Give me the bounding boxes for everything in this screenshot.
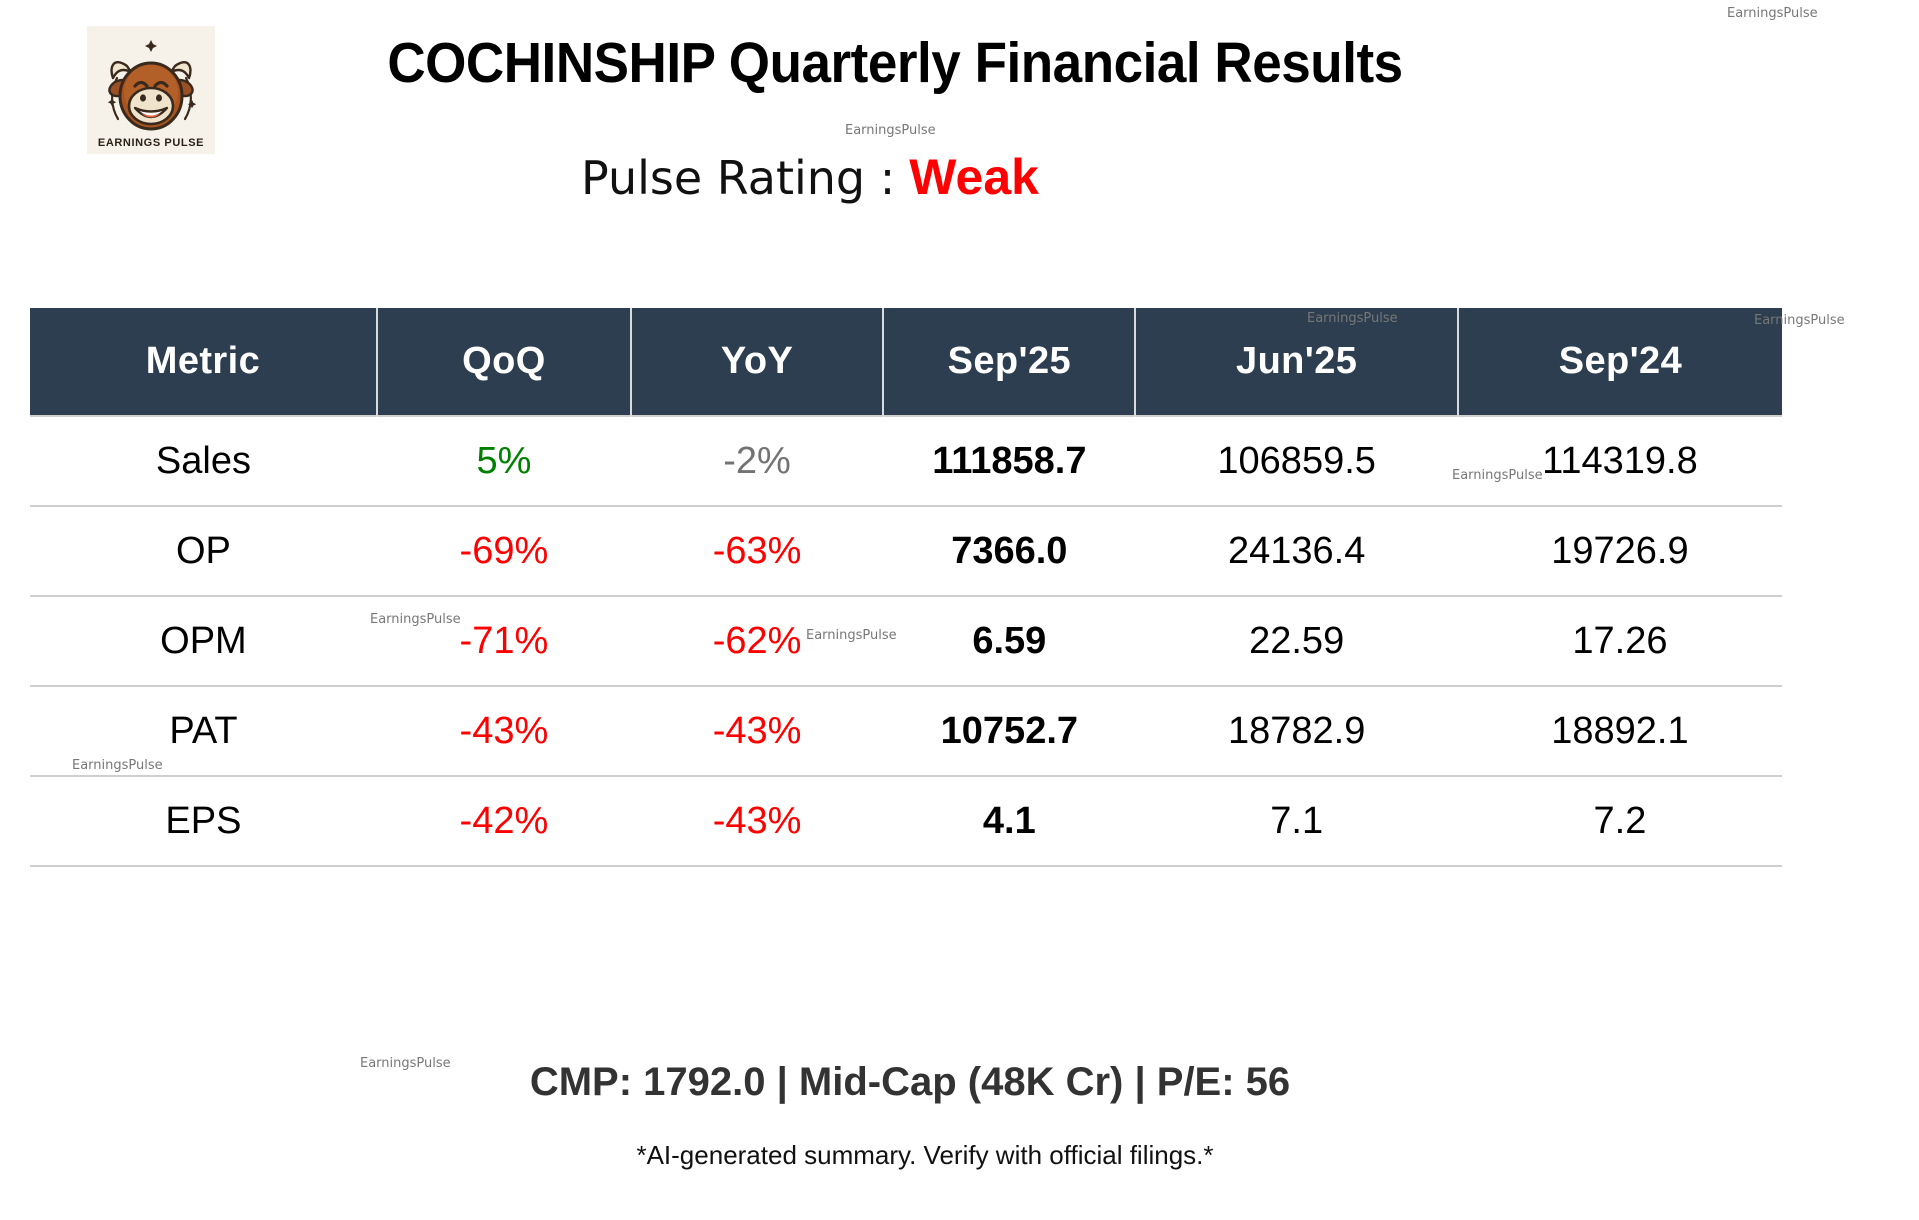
row-qoq-value: 5%	[376, 415, 631, 507]
row-prev-year-value: 17.26	[1457, 596, 1782, 687]
row-prev-quarter-value: 7.1	[1135, 776, 1458, 867]
pulse-rating-label: Pulse Rating :	[581, 151, 896, 205]
row-current-value: 111858.7	[883, 415, 1136, 507]
cmp-summary-line: CMP: 1792.0 | Mid-Cap (48K Cr) | P/E: 56	[529, 1060, 1291, 1104]
row-yoy-value: -43%	[630, 686, 884, 777]
row-prev-year-value: 18892.1	[1457, 686, 1782, 777]
row-prev-year-value: 19726.9	[1457, 506, 1782, 597]
bull-mascot-icon: EARNINGS PULSE	[87, 26, 215, 154]
disclaimer-text: *AI-generated summary. Verify with offic…	[636, 1140, 1214, 1170]
row-prev-quarter-value: 22.59	[1135, 596, 1458, 687]
table-row: OPM -71% -62% 6.59 22.59 17.26	[30, 596, 1782, 687]
row-current-value: 10752.7	[883, 686, 1136, 777]
column-header-qoq: QoQ	[376, 308, 632, 416]
table-row: PAT -43% -43% 10752.7 18782.9 18892.1	[30, 686, 1782, 777]
row-yoy-value: -62%	[630, 596, 884, 687]
row-metric-name: Sales	[30, 415, 377, 507]
watermark: EarningsPulse	[1727, 6, 1818, 21]
row-qoq-value: -43%	[376, 686, 631, 777]
row-metric-name: OP	[30, 506, 377, 597]
row-qoq-value: -42%	[376, 776, 631, 867]
column-header-sep25: Sep'25	[883, 308, 1137, 416]
pulse-rating: Pulse Rating : Weak	[0, 148, 1620, 206]
row-current-value: 4.1	[883, 776, 1136, 867]
row-yoy-value: -2%	[630, 415, 884, 507]
row-current-value: 7366.0	[883, 506, 1136, 597]
row-current-value: 6.59	[883, 596, 1136, 687]
table-row: EPS -42% -43% 4.1 7.1 7.2	[30, 776, 1782, 867]
row-prev-year-value: 114319.8	[1457, 415, 1782, 507]
table-row: Sales 5% -2% 111858.7 106859.5 114319.8	[30, 415, 1782, 507]
row-prev-quarter-value: 18782.9	[1135, 686, 1458, 777]
pulse-rating-value: Weak	[909, 149, 1039, 205]
column-header-jun25: Jun'25	[1135, 308, 1459, 416]
row-qoq-value: -71%	[376, 596, 631, 687]
table-row: OP -69% -63% 7366.0 24136.4 19726.9	[30, 506, 1782, 597]
row-metric-name: OPM	[30, 596, 377, 687]
page-title: COCHINSHIP Quarterly Financial Results	[387, 31, 1403, 95]
row-prev-quarter-value: 106859.5	[1135, 415, 1458, 507]
row-yoy-value: -43%	[630, 776, 884, 867]
row-prev-year-value: 7.2	[1457, 776, 1782, 867]
column-header-sep24: Sep'24	[1457, 308, 1782, 416]
watermark: EarningsPulse	[845, 123, 936, 138]
column-header-metric: Metric	[30, 308, 378, 416]
row-prev-quarter-value: 24136.4	[1135, 506, 1458, 597]
row-yoy-value: -63%	[630, 506, 884, 597]
svg-text:EARNINGS PULSE: EARNINGS PULSE	[98, 137, 204, 149]
financial-results-table: Metric QoQ YoY Sep'25 Jun'25 Sep'24 Sale…	[30, 308, 1782, 867]
table-header-row: Metric QoQ YoY Sep'25 Jun'25 Sep'24	[30, 308, 1782, 416]
row-metric-name: EPS	[30, 776, 377, 867]
row-qoq-value: -69%	[376, 506, 631, 597]
row-metric-name: PAT	[30, 686, 377, 777]
column-header-yoy: YoY	[630, 308, 885, 416]
earnings-pulse-logo: EARNINGS PULSE	[87, 26, 215, 154]
